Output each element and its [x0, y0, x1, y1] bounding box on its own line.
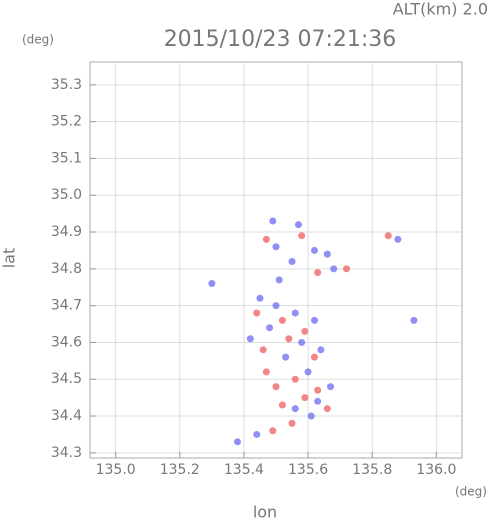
echo-point: [310, 353, 318, 361]
echo-point: [285, 335, 293, 343]
echo-point: [301, 394, 309, 402]
y-tick-label: 35.1: [51, 150, 82, 166]
y-tick-label: 34.3: [51, 445, 82, 461]
echo-point: [262, 235, 270, 243]
echo-point: [278, 316, 286, 324]
y-axis-label: lat: [0, 248, 19, 269]
echo-point: [384, 232, 392, 240]
echo-point: [288, 419, 296, 427]
echo-point: [259, 346, 267, 354]
echo-point: [278, 401, 286, 409]
echo-point: [246, 335, 254, 343]
echo-point: [304, 368, 312, 376]
echo-point: [272, 302, 280, 310]
plot-frame: [89, 61, 463, 459]
echo-point: [291, 405, 299, 413]
x-tick-label: 136.0: [416, 462, 456, 478]
altitude-label: ALT(km) 2.0: [393, 0, 488, 19]
echo-point: [317, 346, 325, 354]
echo-point: [262, 368, 270, 376]
echo-point: [314, 269, 322, 277]
echo-point: [310, 316, 318, 324]
x-tick-label: 135.8: [352, 462, 392, 478]
y-tick-label: 34.5: [51, 371, 82, 387]
echo-point: [298, 232, 306, 240]
echo-point: [323, 405, 331, 413]
echo-point: [275, 276, 283, 284]
echo-point: [234, 438, 242, 446]
echo-point: [301, 327, 309, 335]
x-unit: (deg): [455, 485, 487, 499]
y-tick-label: 34.4: [51, 408, 82, 424]
echo-point: [291, 375, 299, 383]
echo-point: [282, 353, 290, 361]
echo-point: [288, 257, 296, 265]
y-tick-label: 34.6: [51, 334, 82, 350]
echo-point: [343, 265, 351, 273]
echo-point: [269, 217, 277, 225]
echo-point: [314, 386, 322, 394]
x-tick-label: 135.6: [288, 462, 328, 478]
echo-point: [310, 246, 318, 254]
echo-point: [208, 280, 216, 288]
y-tick-label: 35.3: [51, 77, 82, 93]
y-tick-label: 34.8: [51, 261, 82, 277]
echo-point: [323, 250, 331, 258]
y-tick-label: 34.7: [51, 298, 82, 314]
echo-point: [272, 383, 280, 391]
echo-point: [314, 397, 322, 405]
echo-point: [269, 427, 277, 435]
echo-point: [294, 221, 302, 229]
y-tick-label: 34.9: [51, 224, 82, 240]
echo-point: [253, 309, 261, 317]
echo-point: [298, 338, 306, 346]
echo-point: [410, 316, 418, 324]
echo-point: [330, 265, 338, 273]
x-tick-label: 135.0: [96, 462, 136, 478]
echo-point: [307, 412, 315, 420]
x-tick-label: 135.4: [224, 462, 264, 478]
echo-point: [266, 324, 274, 332]
chart-title: 2015/10/23 07:21:36: [164, 27, 397, 52]
y-unit: (deg): [22, 33, 54, 47]
x-axis-label: lon: [253, 503, 277, 521]
y-tick-label: 35.0: [51, 187, 82, 203]
y-tick-label: 35.2: [51, 114, 82, 130]
echo-point: [253, 430, 261, 438]
x-tick-label: 135.2: [160, 462, 200, 478]
echo-point: [327, 383, 335, 391]
echo-point: [291, 309, 299, 317]
echo-point: [272, 243, 280, 251]
echo-point: [256, 294, 264, 302]
echo-point: [394, 235, 402, 243]
